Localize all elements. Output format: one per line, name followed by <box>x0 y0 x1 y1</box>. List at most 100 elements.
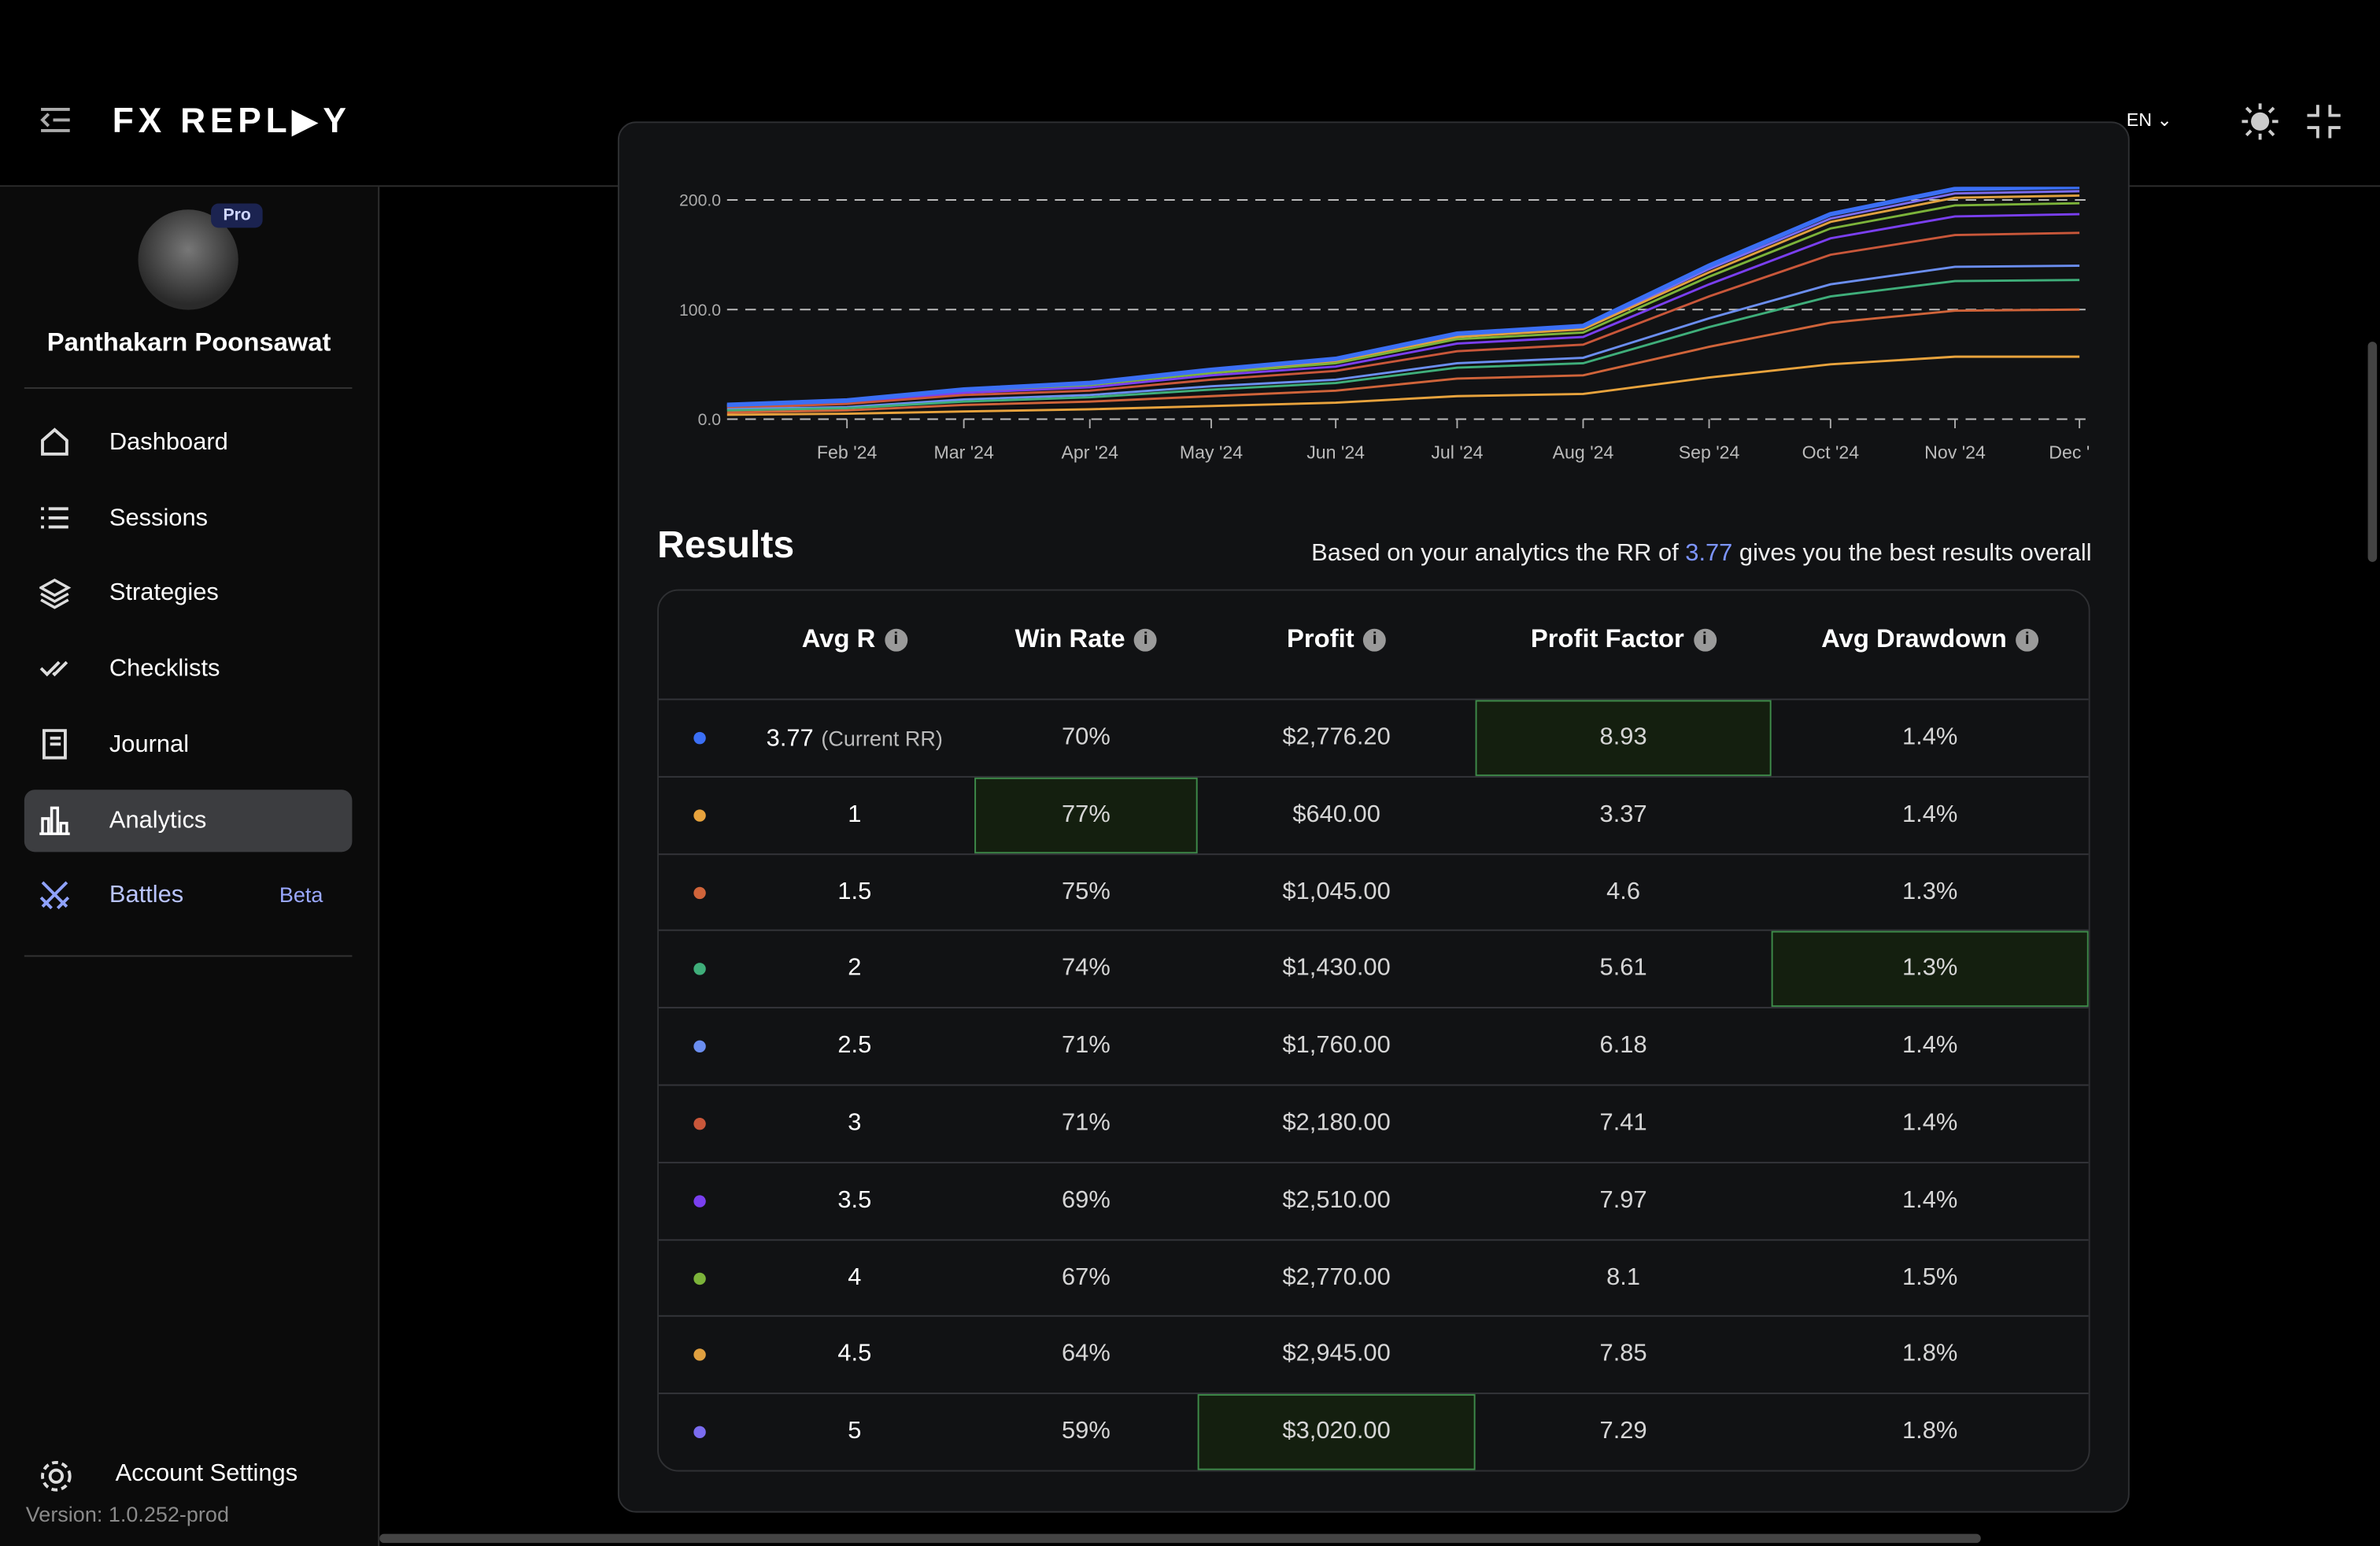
nav-item[interactable]: Checklists <box>24 638 353 700</box>
nav-item[interactable]: Battles Beta <box>24 864 353 926</box>
info-icon[interactable]: i <box>1693 628 1717 652</box>
cell-value: 1.5% <box>1902 1264 1958 1291</box>
cell-value: 70% <box>1062 724 1111 751</box>
settings-icon[interactable] <box>39 1459 72 1492</box>
nav-item[interactable]: Analytics <box>24 789 353 852</box>
cell-value: $2,180.00 <box>1282 1110 1391 1137</box>
cell: 67% <box>974 1240 1197 1315</box>
nav-label: Checklists <box>109 656 220 682</box>
info-icon[interactable]: i <box>1134 628 1158 652</box>
cell-value: 3.37 <box>1599 801 1647 828</box>
series-line <box>726 308 2080 414</box>
collapse-icon[interactable] <box>39 106 72 134</box>
nav-label: Journal <box>109 731 190 758</box>
cell: 8.1 <box>1476 1240 1772 1315</box>
cell: $2,180.00 <box>1198 1086 1476 1161</box>
cell-value: 8.1 <box>1606 1264 1641 1291</box>
series-dot <box>693 886 706 899</box>
cell-value: 1.3% <box>1902 956 1958 982</box>
series-line <box>726 187 2080 408</box>
cell-value: $1,760.00 <box>1282 1033 1391 1060</box>
nav-icon <box>41 427 68 456</box>
cell: 1.4% <box>1772 700 2089 775</box>
cell: 74% <box>974 931 1197 1007</box>
table-row: 4.5 64% $2,945.00 7.85 1.8% <box>658 1315 2089 1393</box>
x-tick-label: Mar '24 <box>933 442 994 463</box>
cell-value: 1 <box>848 801 862 828</box>
cell-value: 1.8% <box>1902 1418 1958 1445</box>
divider <box>24 386 353 389</box>
series-dot <box>693 1040 706 1053</box>
fullscreen-toggle[interactable] <box>2307 105 2341 139</box>
results-title: Results <box>657 523 795 567</box>
cell-value: 7.41 <box>1599 1110 1647 1137</box>
x-tick-label: Aug '24 <box>1553 442 1614 463</box>
column-title: Avg R <box>801 623 876 653</box>
avg-r: 3.77 (Current RR) <box>734 700 974 775</box>
vertical-scrollbar[interactable] <box>2367 342 2378 562</box>
cell: 7.97 <box>1476 1163 1772 1238</box>
cell: 64% <box>974 1317 1197 1393</box>
info-icon[interactable]: i <box>1363 628 1387 652</box>
cell-value: 3.5 <box>837 1187 872 1214</box>
nav-icon <box>39 881 70 910</box>
cell-value: 59% <box>1062 1418 1111 1445</box>
y-tick-label: 100.0 <box>679 301 721 320</box>
cell: 1.8% <box>1772 1394 2089 1470</box>
cell-value: 8.93 <box>1599 724 1647 751</box>
cell: 70% <box>974 700 1197 775</box>
series-dot <box>693 808 706 822</box>
logo[interactable]: FX REPL▶Y <box>112 100 351 140</box>
cell-value: $1,045.00 <box>1282 878 1391 905</box>
cell: 69% <box>974 1163 1197 1238</box>
nav-label: Sessions <box>109 505 209 531</box>
x-tick-label: Jun '24 <box>1306 442 1365 463</box>
cell-value: 69% <box>1062 1187 1111 1214</box>
nav-item[interactable]: Sessions <box>24 487 353 549</box>
table-row: 4 67% $2,770.00 8.1 1.5% <box>658 1238 2089 1316</box>
series-dot <box>693 963 706 976</box>
column-header: Profit i <box>1198 624 1476 655</box>
account-settings[interactable]: Account Settings <box>115 1460 298 1487</box>
nav-item[interactable]: Dashboard <box>24 412 353 474</box>
cell: 71% <box>974 1008 1197 1084</box>
cell: 71% <box>974 1086 1197 1161</box>
nav-item[interactable]: Strategies <box>24 563 353 625</box>
series-line <box>726 264 2080 411</box>
table-row: 5 59% $3,020.00 7.29 1.8% <box>658 1393 2089 1470</box>
table-row: 3.77 (Current RR) 70% $2,776.20 8.93 1.4% <box>658 698 2089 776</box>
cell: $2,770.00 <box>1198 1240 1476 1315</box>
theme-toggle[interactable] <box>2241 103 2278 140</box>
table-row: 2.5 71% $1,760.00 6.18 1.4% <box>658 1007 2089 1084</box>
cell-value: $2,510.00 <box>1282 1187 1391 1214</box>
nav-item[interactable]: Journal <box>24 713 353 775</box>
info-icon[interactable]: i <box>884 628 907 652</box>
y-tick-label: 0.0 <box>698 411 721 429</box>
nav-label: Dashboard <box>109 429 228 456</box>
nav-label: Analytics <box>109 807 207 834</box>
cell: 7.85 <box>1476 1317 1772 1393</box>
x-tick-label: Sep '24 <box>1679 442 1740 463</box>
column-header: Win Rate i <box>974 624 1197 655</box>
pro-badge: Pro <box>211 203 264 228</box>
series-line <box>726 213 2080 409</box>
series-line <box>726 355 2080 416</box>
info-icon[interactable]: i <box>2016 628 2039 652</box>
cell-value: 1.4% <box>1902 724 1958 751</box>
cell-value: 1.4% <box>1902 1187 1958 1214</box>
x-tick-label: Apr '24 <box>1061 442 1118 463</box>
nav-icon <box>39 805 70 834</box>
cell-value: 1.5 <box>837 878 872 905</box>
cell: 1.8% <box>1772 1317 2089 1393</box>
cell-value: 6.18 <box>1599 1033 1647 1060</box>
table-row: 3 71% $2,180.00 7.41 1.4% <box>658 1084 2089 1162</box>
language-select[interactable]: EN ⌄ <box>2126 109 2172 131</box>
x-tick-label: Feb '24 <box>817 442 878 463</box>
cell: 59% <box>974 1394 1197 1470</box>
horizontal-scrollbar[interactable] <box>379 1533 1981 1544</box>
cell: $1,760.00 <box>1198 1008 1476 1084</box>
language: EN <box>2126 109 2153 131</box>
